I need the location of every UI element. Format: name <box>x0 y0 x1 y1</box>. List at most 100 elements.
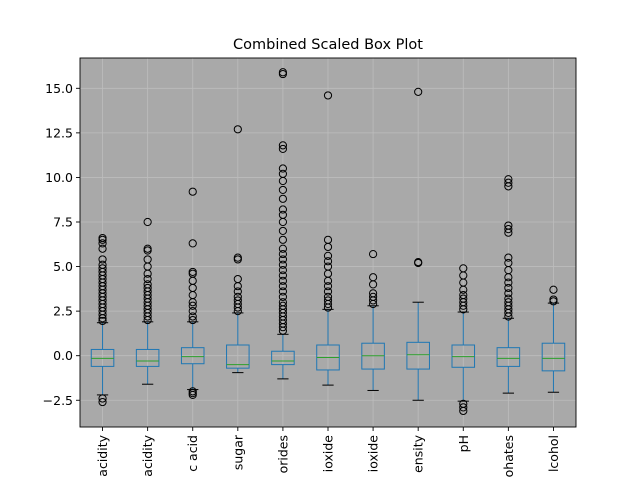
outlier-point <box>98 255 107 264</box>
box-group-3 <box>226 125 250 374</box>
outlier-point <box>143 280 152 289</box>
outlier-point <box>323 251 333 260</box>
outlier-point <box>188 187 197 196</box>
box-group-7 <box>406 87 430 401</box>
outlier-point <box>188 301 197 310</box>
outlier-point <box>323 292 333 301</box>
outlier-point <box>368 292 378 301</box>
outlier-point <box>323 296 333 305</box>
box-iqr <box>226 344 250 369</box>
outlier-point <box>188 239 197 248</box>
outlier-point <box>143 244 152 253</box>
y-tick-label: 0.0 <box>53 348 73 363</box>
outlier-point <box>278 194 288 203</box>
outlier-point <box>323 257 333 266</box>
outlier-point <box>278 255 288 264</box>
outlier-point <box>233 287 242 296</box>
outlier-point <box>504 294 513 303</box>
outlier-point <box>98 397 107 407</box>
outlier-point <box>504 298 513 307</box>
box-group-5 <box>316 91 340 386</box>
outlier-point <box>368 289 378 298</box>
outlier-point <box>278 205 288 214</box>
outlier-point <box>549 295 558 304</box>
x-tick-label: acidity <box>140 434 155 476</box>
outlier-point <box>98 244 107 253</box>
outlier-point <box>504 221 513 230</box>
outlier-point <box>323 282 333 291</box>
outlier-point <box>278 301 288 310</box>
box-iqr <box>180 347 205 365</box>
outlier-point <box>143 255 152 264</box>
outlier-point <box>143 274 152 284</box>
outlier-point <box>323 287 333 296</box>
outlier-point <box>278 298 288 307</box>
box-iqr <box>135 348 160 367</box>
outlier-point <box>278 249 288 259</box>
chart-title: Combined Scaled Box Plot <box>233 37 423 53</box>
outlier-point <box>278 235 288 244</box>
outlier-point <box>504 253 513 262</box>
y-tick-label: −2.5 <box>43 393 73 408</box>
x-tick-label: acidity <box>95 434 110 476</box>
x-tick-label: ioxide <box>366 435 381 473</box>
y-axis: −2.5 0.0 2.5 5.0 7.5 10.0 12.5 15.0 <box>43 81 80 408</box>
outlier-point <box>459 403 468 412</box>
outlier-point <box>278 68 288 77</box>
outlier-point <box>233 274 242 284</box>
y-tick-label: 2.5 <box>53 304 73 319</box>
outlier-point <box>278 287 288 296</box>
outlier-point <box>233 292 242 301</box>
y-tick-label: 5.0 <box>53 259 73 274</box>
outlier-point <box>549 285 558 294</box>
box-group-1 <box>135 217 160 385</box>
box-group-0 <box>90 233 115 407</box>
outlier-point <box>278 226 288 236</box>
box-group-2 <box>180 187 205 400</box>
outlier-point <box>188 312 197 321</box>
x-tick-label: lcohol <box>546 435 561 472</box>
outlier-point <box>459 264 468 273</box>
outlier-point <box>98 260 107 269</box>
y-tick-label: 15.0 <box>45 81 73 96</box>
outlier-point <box>188 307 197 316</box>
outlier-point <box>278 141 288 150</box>
outlier-point <box>459 290 468 300</box>
outlier-point <box>278 276 288 285</box>
y-tick-label: 12.5 <box>45 125 73 140</box>
outlier-point <box>414 87 423 96</box>
outlier-point <box>323 235 333 244</box>
box-group-4 <box>271 68 295 380</box>
x-tick-label: ohates <box>501 435 516 477</box>
outlier-point <box>278 185 288 195</box>
y-tick-label: 7.5 <box>53 215 73 230</box>
outlier-point <box>504 289 513 298</box>
outlier-point <box>504 258 513 268</box>
outlier-point <box>368 249 378 259</box>
outlier-point <box>278 169 288 178</box>
box-group-6 <box>361 249 385 391</box>
box-iqr <box>271 350 295 366</box>
box-group-8 <box>451 264 476 416</box>
x-tick-label: ioxide <box>321 435 336 473</box>
box-group-10 <box>541 285 566 393</box>
outlier-point <box>98 239 107 248</box>
x-tick-label: ensity <box>411 434 426 472</box>
box-group-9 <box>496 175 521 394</box>
outlier-point <box>278 260 288 269</box>
outlier-point <box>278 244 288 253</box>
x-tick-label: pH <box>456 435 471 452</box>
outlier-point <box>143 283 152 293</box>
outlier-point <box>278 271 288 280</box>
outlier-point <box>504 283 513 293</box>
outlier-point <box>233 253 242 262</box>
box-iqr <box>406 341 430 370</box>
outlier-point <box>414 258 423 267</box>
outlier-point <box>504 178 513 187</box>
outlier-point <box>323 262 333 271</box>
outlier-point <box>98 394 107 403</box>
outlier-point <box>323 91 333 100</box>
outlier-point <box>98 316 107 326</box>
outlier-point <box>459 406 468 416</box>
